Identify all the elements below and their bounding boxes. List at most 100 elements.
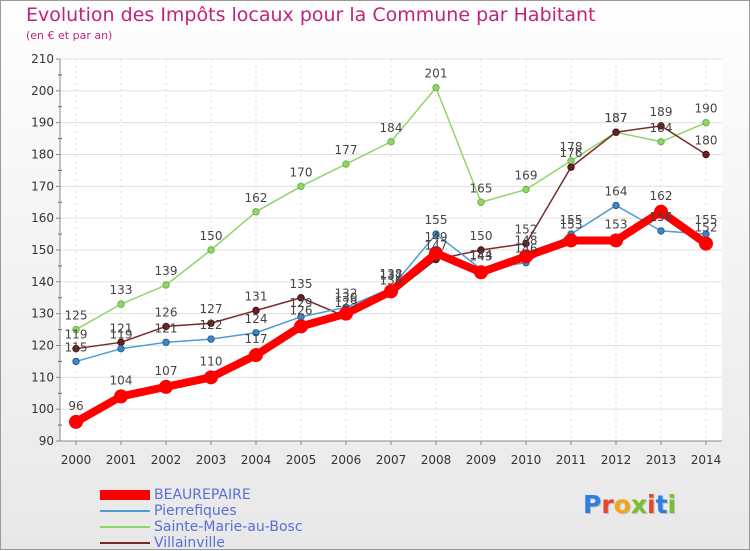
- logo-letter: x: [630, 490, 647, 519]
- data-point-beaurepaire: [609, 233, 623, 248]
- data-point-sainte-marie-au-bosc: [522, 185, 530, 194]
- data-point-beaurepaire: [474, 265, 488, 280]
- data-label-beaurepaire: 153: [605, 217, 628, 231]
- data-label-beaurepaire: 104: [110, 373, 133, 387]
- x-tick-label: 2006: [331, 453, 362, 467]
- logo-letter: P: [583, 490, 602, 519]
- x-tick-label: 2000: [61, 453, 92, 467]
- data-label-sainte-marie-au-bosc: 170: [290, 165, 313, 179]
- data-label-beaurepaire: 110: [200, 354, 223, 368]
- data-label-villainville: 176: [560, 146, 583, 160]
- data-point-beaurepaire: [249, 348, 263, 363]
- data-point-pierrefiques: [657, 227, 665, 235]
- data-label-sainte-marie-au-bosc: 139: [155, 264, 178, 278]
- legend-label-pierrefiques: Pierrefiques: [154, 502, 237, 519]
- data-label-beaurepaire: 153: [560, 217, 583, 231]
- data-label-pierrefiques: 155: [425, 213, 448, 227]
- data-point-sainte-marie-au-bosc: [702, 118, 710, 127]
- data-point-sainte-marie-au-bosc: [297, 182, 305, 191]
- data-point-beaurepaire: [519, 249, 533, 264]
- data-point-villainville: [567, 163, 575, 171]
- chart-title: Evolution des Impôts locaux pour la Comm…: [26, 4, 596, 26]
- x-tick-label: 2009: [466, 453, 497, 467]
- data-label-villainville: 189: [650, 105, 673, 119]
- data-label-villainville: 129: [335, 296, 358, 310]
- x-tick-label: 2011: [556, 453, 587, 467]
- legend-label-sainte-marie-au-bosc: Sainte-Marie-au-Bosc: [154, 518, 303, 535]
- data-point-sainte-marie-au-bosc: [657, 138, 665, 146]
- x-tick-label: 2004: [241, 453, 272, 467]
- legend-item-beaurepaire: BEAUREPAIRE: [100, 487, 303, 503]
- data-label-sainte-marie-au-bosc: 169: [515, 169, 538, 183]
- data-label-villainville: 131: [245, 289, 268, 303]
- data-label-villainville: 121: [110, 321, 133, 335]
- legend-item-villainville: Villainville: [100, 535, 303, 551]
- logo-letter: o: [613, 490, 631, 519]
- data-label-beaurepaire: 137: [380, 268, 403, 282]
- y-tick-label: 140: [31, 275, 54, 289]
- y-tick-label: 160: [31, 211, 54, 225]
- data-label-villainville: 135: [290, 277, 313, 291]
- data-label-pierrefiques: 132: [335, 286, 358, 300]
- data-label-sainte-marie-au-bosc: 184: [650, 121, 673, 135]
- data-label-pierrefiques: 115: [65, 340, 88, 354]
- data-label-villainville: 126: [155, 305, 178, 319]
- legend: BEAUREPAIRE Pierrefiques Sainte-Marie-au…: [100, 487, 303, 551]
- data-point-beaurepaire: [384, 284, 398, 299]
- data-label-beaurepaire: 96: [68, 399, 83, 413]
- data-point-sainte-marie-au-bosc: [342, 160, 350, 168]
- data-point-pierrefiques: [72, 357, 80, 366]
- data-point-villainville: [297, 294, 305, 302]
- data-point-beaurepaire: [564, 233, 578, 248]
- legend-swatch-villainville: [100, 542, 150, 544]
- data-label-pierrefiques: 124: [245, 312, 268, 326]
- x-tick-label: 2003: [196, 453, 227, 467]
- x-tick-label: 2012: [601, 453, 632, 467]
- data-label-pierrefiques: 144: [470, 248, 493, 262]
- data-label-sainte-marie-au-bosc: 190: [695, 102, 718, 116]
- data-point-sainte-marie-au-bosc: [207, 246, 215, 254]
- data-label-pierrefiques: 138: [380, 267, 403, 281]
- data-label-villainville: 127: [200, 302, 223, 316]
- data-label-pierrefiques: 121: [155, 321, 178, 335]
- data-label-pierrefiques: 155: [560, 213, 583, 227]
- data-point-villainville: [72, 344, 80, 353]
- data-label-villainville: 136: [380, 274, 403, 288]
- data-label-beaurepaire: 149: [425, 230, 448, 244]
- legend-swatch-pierrefiques: [100, 510, 150, 512]
- data-label-sainte-marie-au-bosc: 165: [470, 181, 493, 195]
- data-point-villainville: [657, 122, 665, 130]
- data-point-pierrefiques: [117, 344, 125, 353]
- y-tick-label: 210: [31, 52, 54, 66]
- data-point-villainville: [162, 322, 170, 331]
- data-label-villainville: 180: [695, 134, 718, 148]
- x-tick-label: 2008: [421, 453, 452, 467]
- data-point-villainville: [207, 319, 215, 327]
- x-tick-label: 2010: [511, 453, 542, 467]
- data-point-villainville: [477, 246, 485, 254]
- y-tick-label: 110: [31, 370, 54, 384]
- data-label-beaurepaire: 107: [155, 364, 178, 378]
- data-point-sainte-marie-au-bosc: [432, 83, 440, 92]
- data-point-villainville: [702, 150, 710, 159]
- logo-letter: r: [601, 490, 614, 519]
- data-label-pierrefiques: 164: [605, 184, 628, 198]
- data-label-beaurepaire: 126: [290, 303, 313, 317]
- legend-label-villainville: Villainville: [154, 534, 225, 551]
- x-tick-label: 2014: [691, 453, 722, 467]
- legend-swatch-beaurepaire: [100, 490, 150, 500]
- data-point-sainte-marie-au-bosc: [72, 325, 80, 334]
- data-label-sainte-marie-au-bosc: 133: [110, 283, 133, 297]
- data-label-pierrefiques: 155: [695, 213, 718, 227]
- data-point-beaurepaire: [699, 236, 713, 251]
- data-label-pierrefiques: 122: [200, 318, 223, 332]
- data-label-villainville: 119: [65, 328, 88, 342]
- data-point-beaurepaire: [69, 414, 83, 429]
- data-label-sainte-marie-au-bosc: 187: [605, 111, 628, 125]
- data-point-sainte-marie-au-bosc: [387, 138, 395, 146]
- data-point-sainte-marie-au-bosc: [117, 300, 125, 308]
- data-label-sainte-marie-au-bosc: 177: [335, 143, 358, 157]
- legend-item-pierrefiques: Pierrefiques: [100, 503, 303, 519]
- data-point-sainte-marie-au-bosc: [477, 198, 485, 206]
- data-label-sainte-marie-au-bosc: 201: [425, 67, 448, 81]
